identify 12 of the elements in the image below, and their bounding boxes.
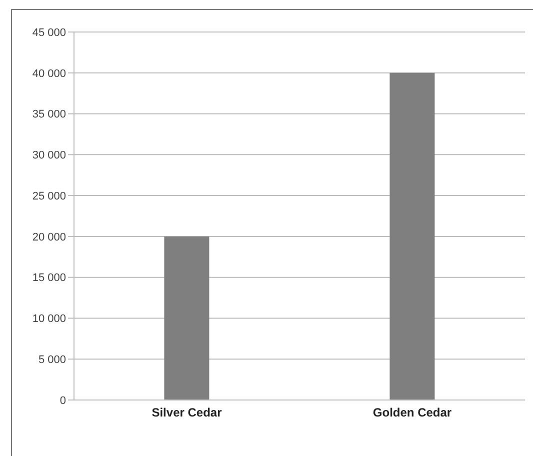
- y-tick-label: 10 000: [32, 313, 66, 326]
- y-tick-label: 0: [60, 394, 66, 407]
- y-tick-label: 20 000: [32, 231, 66, 244]
- y-tick-label: 5 000: [38, 354, 66, 366]
- x-tick-label: Golden Cedar: [372, 406, 452, 420]
- y-tick-label: 15 000: [32, 272, 66, 284]
- y-tick-label: 40 000: [32, 68, 66, 80]
- y-tick-label: 35 000: [32, 108, 66, 121]
- y-tick-label: 25 000: [32, 190, 66, 202]
- y-tick-label: 45 000: [32, 26, 66, 39]
- x-tick-label: Silver Cedar: [152, 406, 222, 420]
- y-tick-label: 30 000: [32, 150, 66, 162]
